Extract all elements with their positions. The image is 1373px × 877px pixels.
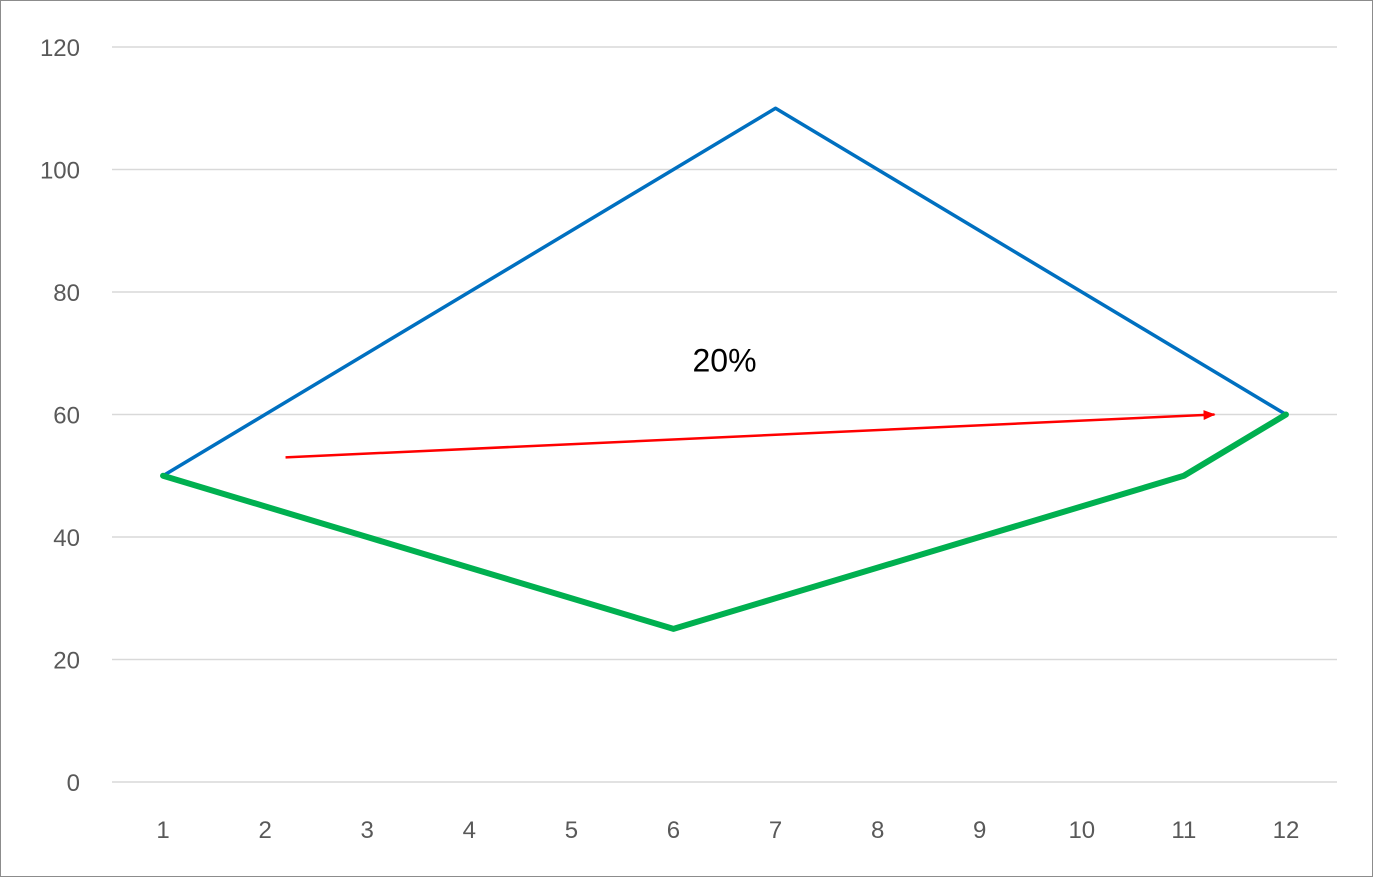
x-tick-label: 6 xyxy=(667,817,680,844)
series-line-1 xyxy=(161,106,1288,478)
y-tick-label: 80 xyxy=(53,280,80,307)
y-tick-label: 100 xyxy=(40,158,80,185)
y-tick-label: 20 xyxy=(53,648,80,675)
annotation-label: 20% xyxy=(692,343,756,379)
x-tick-label: 3 xyxy=(361,817,374,844)
series-line-2 xyxy=(160,411,1289,632)
x-tick-label: 7 xyxy=(769,817,782,844)
x-tick-label: 10 xyxy=(1068,817,1095,844)
y-tick-label: 40 xyxy=(53,525,80,552)
y-tick-label: 0 xyxy=(67,770,80,797)
x-tick-label: 1 xyxy=(156,817,169,844)
x-tick-label: 12 xyxy=(1273,817,1300,844)
y-tick-label: 60 xyxy=(53,403,80,430)
trend-arrow xyxy=(285,410,1216,459)
x-tick-label: 9 xyxy=(973,817,986,844)
x-tick-label: 2 xyxy=(258,817,271,844)
y-tick-label: 120 xyxy=(40,35,80,62)
x-tick-label: 8 xyxy=(871,817,884,844)
x-tick-label: 11 xyxy=(1171,817,1196,844)
x-tick-label: 4 xyxy=(463,817,476,844)
x-tick-label: 5 xyxy=(565,817,578,844)
